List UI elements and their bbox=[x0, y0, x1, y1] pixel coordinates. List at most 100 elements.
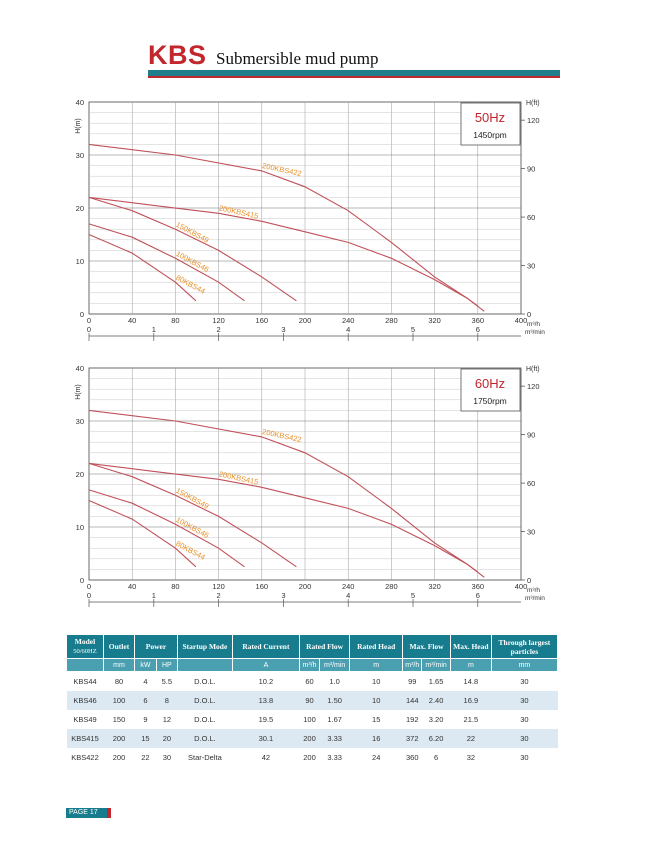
curve-200kbs415 bbox=[88, 462, 485, 578]
cell-mflow-h: 372 bbox=[402, 729, 422, 748]
page-header: KBS Submersible mud pump bbox=[148, 40, 560, 80]
secondary-axis-label: 6 bbox=[476, 591, 480, 600]
freq-label: 60Hz bbox=[475, 376, 505, 391]
unit-head: m bbox=[349, 658, 404, 672]
cell-mflow-h: 144 bbox=[402, 691, 422, 710]
cell-startup: D.O.L. bbox=[177, 729, 233, 748]
table-row: KBS49 150 9 12 D.O.L. 19.5 100 1.67 15 192 3.20 21.… bbox=[67, 710, 558, 729]
cell-hp: 8 bbox=[156, 691, 178, 710]
rpm-label: 1750rpm bbox=[473, 396, 507, 406]
cell-flow-min: 1.0 bbox=[329, 677, 340, 686]
x-tick-label: 400 bbox=[515, 582, 528, 591]
y-tick-label: 0 bbox=[80, 310, 84, 319]
performance-chart-60hz: H(m) 40 30 20 10 0 0 40 80 120 160 200 240 280 320 360 4… bbox=[0, 358, 654, 618]
x-tick-label: 320 bbox=[428, 582, 441, 591]
col-startup: Startup Mode bbox=[176, 634, 233, 659]
unit-current: A bbox=[231, 658, 300, 672]
cell-mflow-min: 1.65 bbox=[428, 677, 444, 686]
secondary-axis-label: 2 bbox=[217, 325, 221, 334]
x-tick-label: 160 bbox=[256, 316, 269, 325]
table-row: KBS44 80 4 5.5 D.O.L. 10.2 60 1.0 10 99 1.65 14.8 30 bbox=[67, 672, 558, 692]
curve-200kbs422 bbox=[88, 409, 479, 573]
cell-startup: D.O.L. bbox=[177, 691, 233, 710]
x-tick-label: 240 bbox=[342, 316, 355, 325]
x-tick-label: 360 bbox=[472, 582, 485, 591]
cell-flow-h: 200 bbox=[299, 729, 320, 748]
cell-flow-h: 90 bbox=[299, 691, 320, 710]
right-tick-label: 60 bbox=[527, 479, 535, 488]
y-axis-label: H(m) bbox=[75, 118, 82, 134]
x-tick-label: 200 bbox=[299, 582, 312, 591]
cell-kw: 22 bbox=[141, 753, 150, 762]
cell-mflow-min: 3.20 bbox=[428, 715, 444, 724]
cell-model: KBS49 bbox=[73, 715, 97, 724]
x-tick-label: 240 bbox=[342, 582, 355, 591]
cell-outlet: 200 bbox=[112, 753, 126, 762]
unit-particles: mm bbox=[490, 658, 559, 672]
table-row: KBS422 200 22 30 Star-Delta 42 200 3.33 24 360 6 32… bbox=[67, 748, 558, 767]
page-number: PAGE 17 bbox=[66, 808, 110, 818]
cell-mhead: 22 bbox=[450, 729, 492, 748]
unit-kw: kW bbox=[134, 658, 157, 672]
cell-kw: 6 bbox=[134, 691, 157, 710]
cell-mflow-min: 6.20 bbox=[421, 729, 451, 748]
curve-80kbs44 bbox=[88, 499, 197, 568]
curve-150kbs49 bbox=[88, 196, 297, 302]
cell-startup: D.O.L. bbox=[194, 715, 216, 724]
secondary-axis-label: 1 bbox=[152, 591, 156, 600]
brand-logo: KBS bbox=[148, 40, 207, 70]
secondary-axis-label: 0 bbox=[87, 591, 91, 600]
freq-legend-box bbox=[460, 102, 521, 146]
right-tick-label: 30 bbox=[527, 528, 535, 537]
col-model: Model 50/60HZ bbox=[66, 634, 104, 659]
cell-current: 42 bbox=[261, 753, 271, 762]
cell-flow-min: 3.33 bbox=[327, 753, 342, 762]
unit-mhead: m bbox=[449, 658, 492, 672]
rpm-label: 1450rpm bbox=[473, 130, 507, 140]
secondary-axis-label: 1 bbox=[152, 325, 156, 334]
cell-hp: 12 bbox=[162, 715, 172, 724]
secondary-axis-label: 0 bbox=[87, 325, 91, 334]
curve-100kbs46 bbox=[88, 489, 245, 568]
secondary-axis-label: 5 bbox=[411, 591, 415, 600]
x-unit-label-m3h: m³/h bbox=[527, 587, 540, 594]
cell-outlet: 150 bbox=[112, 715, 126, 724]
y-tick-label: 10 bbox=[76, 523, 84, 532]
x-tick-label: 400 bbox=[515, 316, 528, 325]
x-tick-label: 80 bbox=[171, 582, 179, 591]
right-axis-label: H(ft) bbox=[526, 366, 540, 373]
cell-hp: 5.5 bbox=[161, 677, 173, 686]
unit-flow-min: m³/min bbox=[319, 658, 351, 672]
col-particles: Through largest particles bbox=[490, 634, 559, 659]
x-tick-label: 40 bbox=[128, 582, 136, 591]
spec-table: Model 50/60HZ Outlet Power Startup Mode R… bbox=[66, 634, 559, 767]
unit-flow-h: m³/h bbox=[298, 658, 321, 672]
right-axis-label: H(ft) bbox=[526, 100, 540, 107]
page-title: Submersible mud pump bbox=[216, 49, 379, 68]
cell-flow-h: 100 bbox=[303, 715, 316, 724]
x-tick-label: 360 bbox=[472, 316, 485, 325]
secondary-axis-label: 6 bbox=[476, 325, 480, 334]
curve-100kbs46 bbox=[88, 223, 245, 302]
y-tick-label: 40 bbox=[76, 98, 84, 107]
cell-mflow-min: 6 bbox=[434, 753, 439, 762]
unit-mflow-h: m³/h bbox=[402, 658, 423, 672]
cell-flow-min: 1.67 bbox=[327, 715, 342, 724]
secondary-axis-label: 5 bbox=[411, 325, 415, 334]
cell-particles: 30 bbox=[520, 677, 529, 686]
col-power: Power bbox=[134, 634, 178, 659]
secondary-axis-label: 4 bbox=[346, 591, 350, 600]
col-max-flow: Max. Flow bbox=[402, 634, 451, 659]
secondary-axis-label: 4 bbox=[346, 325, 350, 334]
right-tick-label: 30 bbox=[527, 262, 535, 271]
unit-mflow-min: m³/min bbox=[421, 658, 451, 672]
table-row: KBS46 100 6 8 D.O.L. 13.8 90 1.50 10 144 2.40 16.9 3… bbox=[66, 691, 558, 710]
y-tick-label: 10 bbox=[76, 257, 84, 266]
x-tick-label: 280 bbox=[385, 582, 398, 591]
cell-outlet: 200 bbox=[103, 729, 135, 748]
cell-mhead: 14.8 bbox=[463, 677, 479, 686]
cell-kw: 4 bbox=[143, 677, 148, 686]
x-unit-label-m3min: m³/min bbox=[525, 595, 545, 602]
unit-startup bbox=[176, 658, 233, 672]
col-rated-current: Rated Current bbox=[231, 634, 300, 659]
